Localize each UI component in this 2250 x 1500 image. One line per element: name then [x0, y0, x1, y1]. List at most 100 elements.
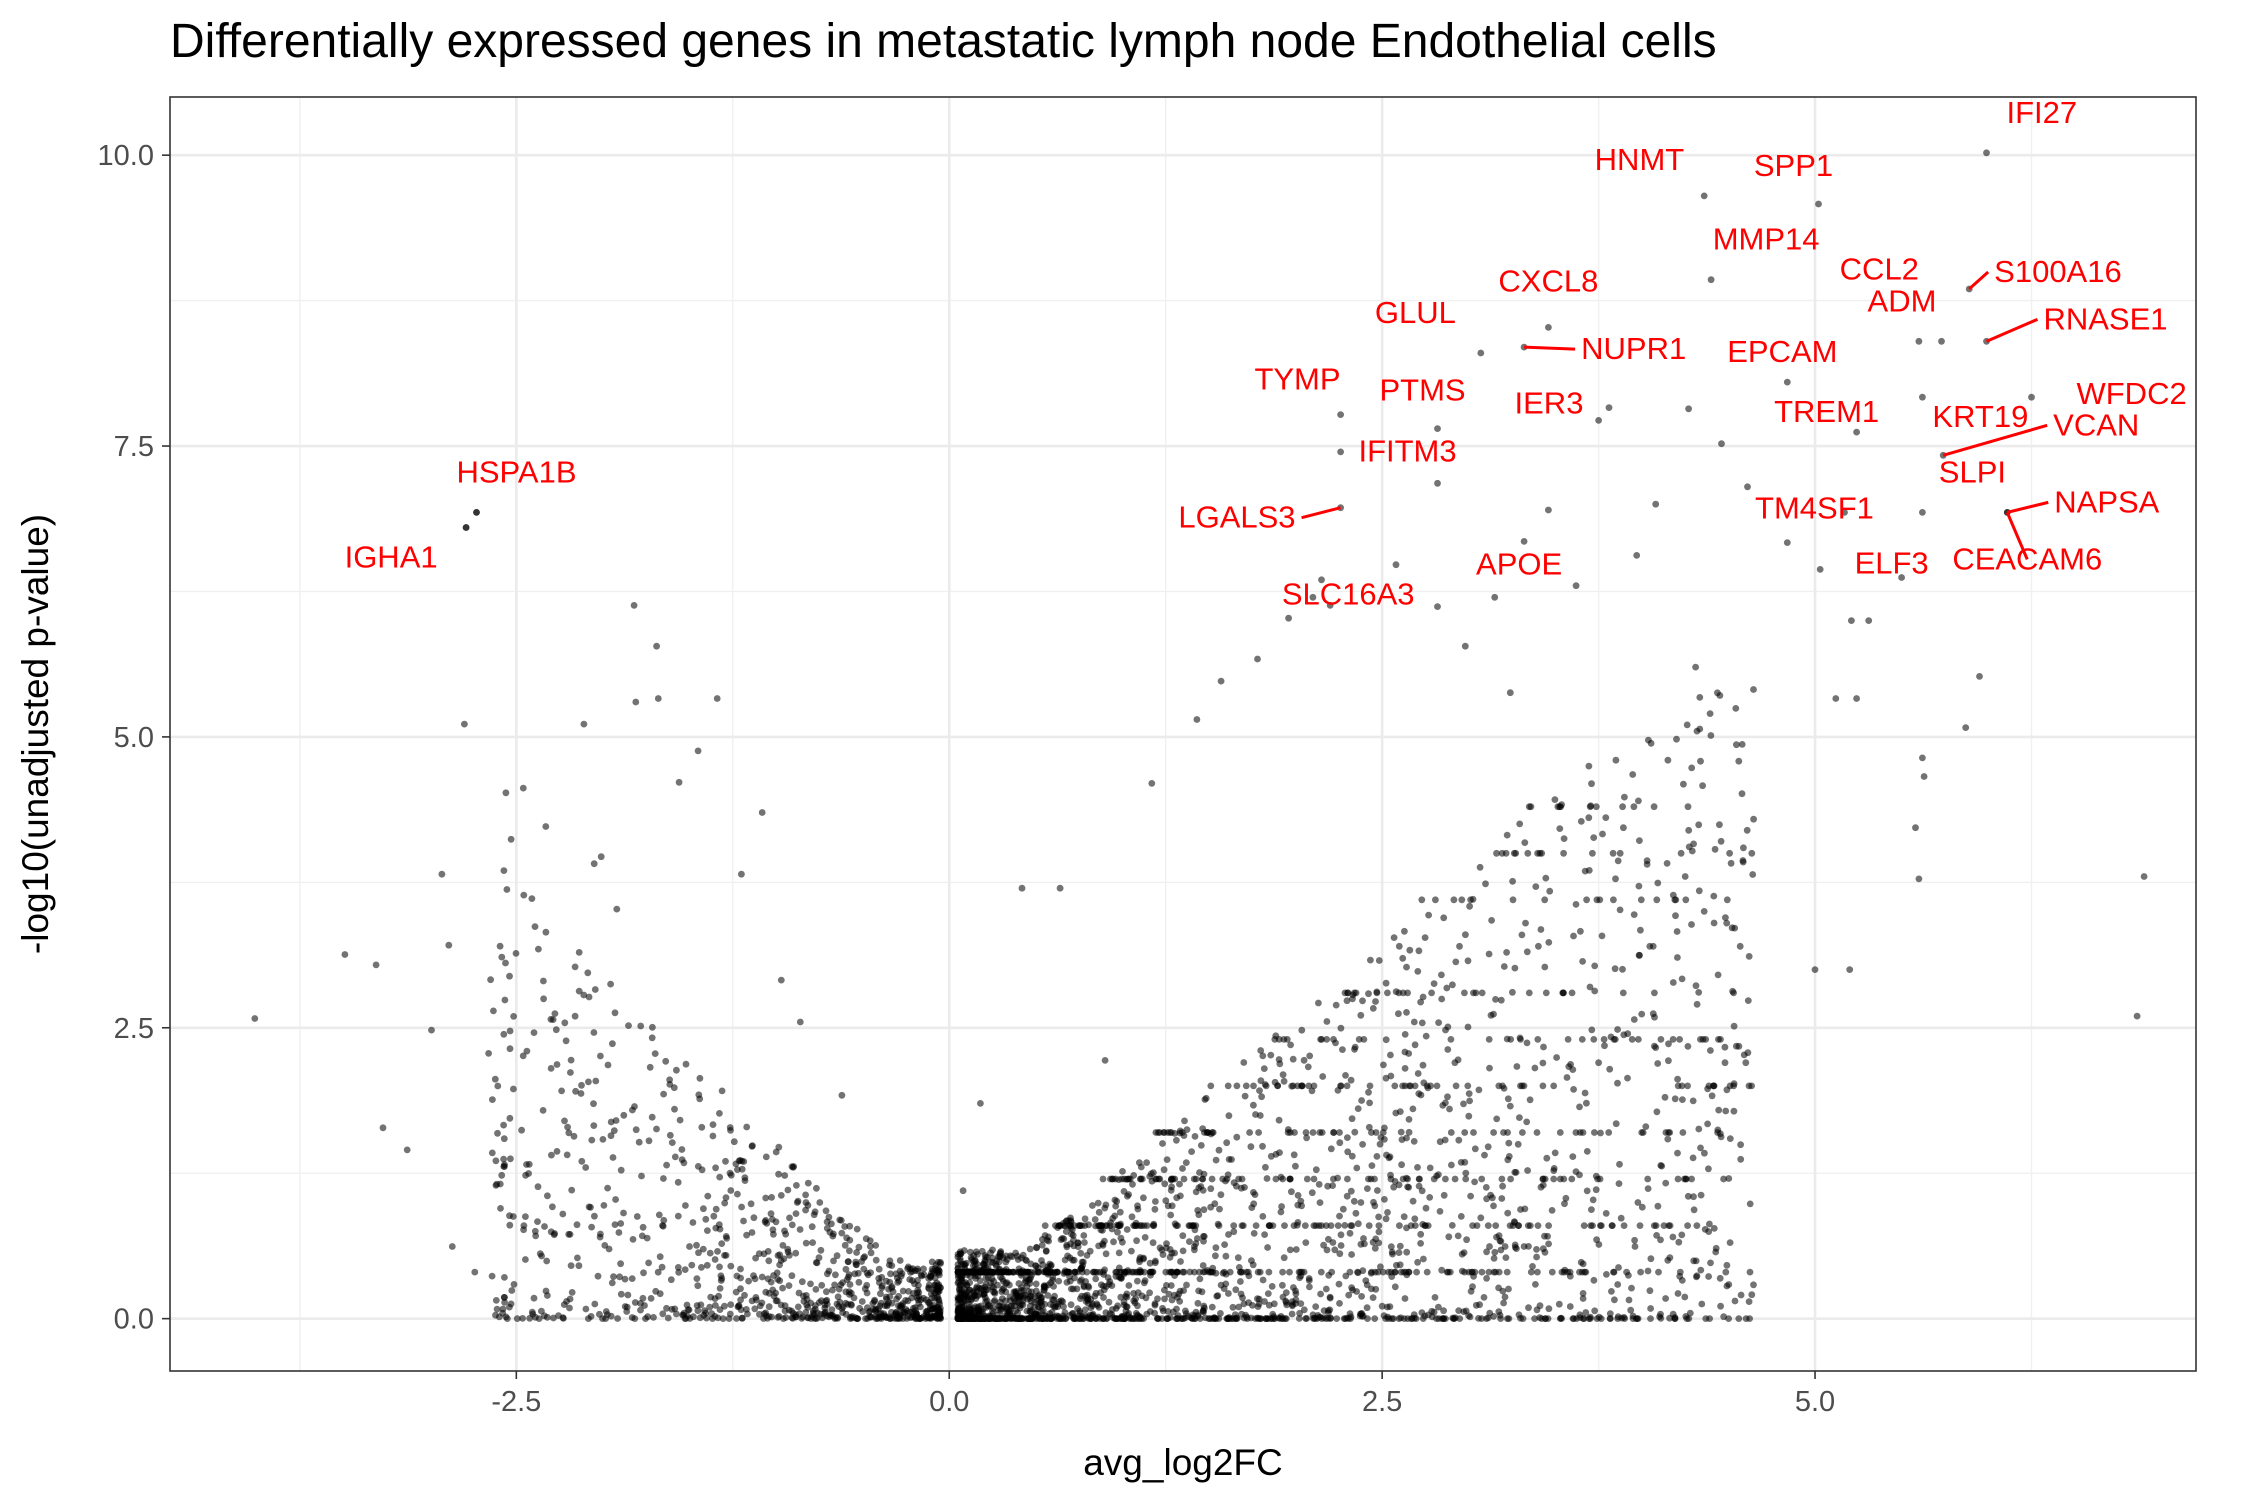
data-point [762, 1288, 770, 1296]
data-point [895, 1292, 902, 1300]
data-point [1281, 1222, 1288, 1229]
data-point [1490, 1268, 1498, 1276]
data-point [653, 1125, 660, 1133]
data-point [1737, 1155, 1745, 1163]
data-point [1591, 962, 1599, 970]
data-point [1685, 826, 1693, 834]
data-point [1545, 1305, 1553, 1313]
data-point [1434, 603, 1441, 610]
data-point [1696, 694, 1704, 701]
data-point [792, 1210, 800, 1217]
data-point [1208, 1129, 1216, 1136]
data-point [506, 1221, 514, 1229]
data-point [1221, 1241, 1228, 1248]
data-point [1440, 1307, 1447, 1315]
data-point [1417, 998, 1424, 1006]
data-point [492, 1297, 500, 1304]
data-point [915, 1314, 923, 1322]
data-point [1159, 1251, 1167, 1258]
data-point [1365, 1123, 1373, 1131]
data-point [1596, 896, 1604, 904]
data-point [613, 905, 621, 913]
data-point [1481, 1151, 1488, 1159]
data-point [1411, 1041, 1419, 1049]
data-point [588, 1136, 596, 1144]
data-point [1234, 1254, 1242, 1262]
data-point [496, 942, 504, 950]
data-point [1692, 982, 1700, 990]
data-point [523, 1161, 530, 1168]
data-point [1365, 1222, 1373, 1229]
data-point [1716, 821, 1723, 829]
data-point [1225, 1112, 1233, 1120]
data-point [1750, 815, 1757, 823]
data-point [1531, 1315, 1538, 1322]
data-point [1583, 1099, 1590, 1107]
data-point [1471, 1145, 1479, 1153]
data-point [1332, 1001, 1340, 1009]
data-point [1217, 1310, 1224, 1317]
data-point [1523, 1039, 1531, 1047]
data-point [1207, 1082, 1215, 1090]
data-point [1235, 1264, 1243, 1271]
data-point [1188, 1148, 1195, 1155]
data-point [838, 1091, 846, 1099]
data-point [1371, 1315, 1379, 1322]
data-point [1310, 1222, 1318, 1229]
data-point [1410, 1138, 1418, 1145]
data-point [1550, 1165, 1558, 1172]
data-point [1063, 1268, 1071, 1276]
data-point [643, 1234, 651, 1242]
data-point [1294, 1201, 1302, 1209]
data-point [1391, 1283, 1399, 1291]
data-point [1572, 901, 1580, 908]
data-point [642, 1315, 649, 1322]
data-point [878, 1284, 886, 1292]
data-point [981, 1283, 989, 1291]
data-point [808, 1223, 816, 1231]
data-point [1539, 1245, 1547, 1253]
data-point [1697, 1144, 1704, 1152]
data-point [712, 1302, 719, 1309]
data-point [1457, 1213, 1465, 1220]
data-point [1297, 1268, 1304, 1276]
data-point [1532, 1281, 1539, 1288]
data-point [1208, 1175, 1216, 1183]
data-point [1306, 1283, 1313, 1291]
data-point [499, 1305, 507, 1313]
data-point [597, 853, 605, 861]
data-point [1240, 1059, 1248, 1066]
data-point [1735, 1315, 1743, 1322]
data-point [1576, 1103, 1583, 1111]
data-point [1407, 1082, 1414, 1090]
data-point [1348, 1152, 1356, 1160]
data-point [1647, 1315, 1654, 1322]
data-point [1592, 803, 1600, 811]
data-point [1375, 1228, 1383, 1236]
data-point [1498, 1175, 1506, 1183]
y-axis-ticks: 0.02.55.07.510.0 [98, 140, 170, 1336]
data-point [694, 1282, 702, 1290]
data-point [722, 1157, 729, 1165]
data-point [1652, 1222, 1660, 1229]
data-point [1405, 1116, 1413, 1123]
data-point [1320, 1307, 1328, 1314]
data-point [1456, 1315, 1464, 1322]
data-point [1282, 1297, 1290, 1305]
data-point [1458, 1267, 1466, 1275]
data-point [1406, 946, 1414, 954]
data-point [1274, 1082, 1281, 1090]
data-point [1003, 1303, 1011, 1311]
data-point [641, 1302, 648, 1309]
data-point [1401, 927, 1408, 935]
data-point [1081, 1215, 1089, 1223]
data-point [1076, 1222, 1084, 1229]
data-point [1146, 1259, 1154, 1267]
data-point [1270, 1300, 1278, 1308]
data-point [762, 1217, 770, 1224]
data-point [611, 1221, 619, 1228]
data-point [1533, 1253, 1540, 1261]
data-point [2028, 393, 2035, 401]
data-point [1217, 1281, 1225, 1289]
data-point [525, 1170, 532, 1177]
